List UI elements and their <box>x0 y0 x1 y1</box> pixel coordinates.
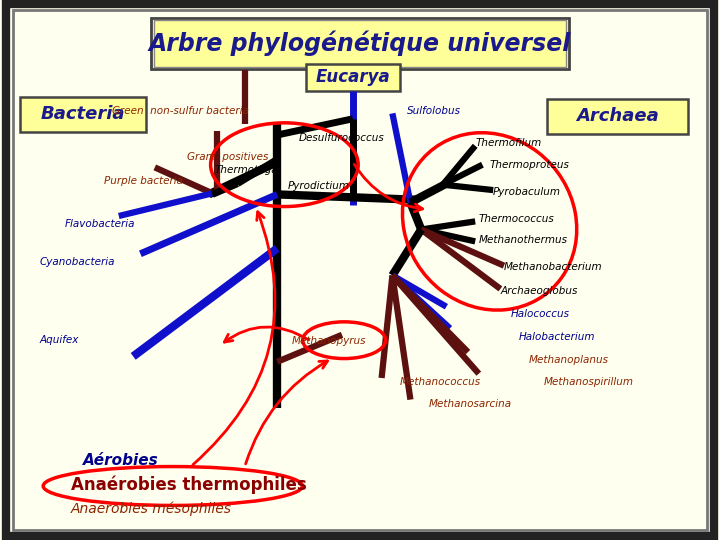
FancyBboxPatch shape <box>151 18 569 69</box>
Text: Cyanobacteria: Cyanobacteria <box>40 257 115 267</box>
Text: Arbre phylogénétique universel: Arbre phylogénétique universel <box>149 30 571 56</box>
FancyBboxPatch shape <box>306 64 400 91</box>
FancyBboxPatch shape <box>20 97 146 132</box>
Text: Purple bacteria: Purple bacteria <box>104 176 184 186</box>
Text: Thermoproteus: Thermoproteus <box>490 160 570 170</box>
Text: Anaérobies mésophiles: Anaérobies mésophiles <box>71 502 232 516</box>
Text: Green  non-sulfur bacteria: Green non-sulfur bacteria <box>112 106 248 116</box>
Text: Anaérobies thermophiles: Anaérobies thermophiles <box>71 476 306 494</box>
Text: Archaea: Archaea <box>577 107 659 125</box>
Text: Methanococcus: Methanococcus <box>400 377 481 387</box>
Text: Methanobacterium: Methanobacterium <box>504 262 603 272</box>
Text: Pyrobaculum: Pyrobaculum <box>493 187 561 197</box>
Text: Thermotoga: Thermotoga <box>215 165 278 175</box>
Text: Desulfurococcus: Desulfurococcus <box>299 133 384 143</box>
Text: Methanoplanus: Methanoplanus <box>529 355 609 365</box>
Text: Thermofilum: Thermofilum <box>475 138 541 148</box>
Text: Eucarya: Eucarya <box>315 68 390 86</box>
FancyBboxPatch shape <box>547 99 688 134</box>
Text: Methanopyrus: Methanopyrus <box>292 336 366 346</box>
Text: Methanospirillum: Methanospirillum <box>544 377 634 387</box>
Text: Bacteria: Bacteria <box>40 105 125 124</box>
Text: Pyrodictium: Pyrodictium <box>288 181 350 191</box>
Text: Methanothermus: Methanothermus <box>479 235 568 245</box>
Text: Gram  positives: Gram positives <box>187 152 269 161</box>
Text: Halobacterium: Halobacterium <box>518 333 595 342</box>
Text: Sulfolobus: Sulfolobus <box>407 106 461 116</box>
Text: Aquifex: Aquifex <box>40 335 79 345</box>
Text: Thermococcus: Thermococcus <box>479 214 554 224</box>
Text: Halococcus: Halococcus <box>511 309 570 319</box>
Text: Aérobies: Aérobies <box>83 453 158 468</box>
Text: Archaeoglobus: Archaeoglobus <box>500 286 577 295</box>
FancyBboxPatch shape <box>154 20 566 67</box>
Text: Methanosarcina: Methanosarcina <box>428 399 511 409</box>
Text: Flavobacteria: Flavobacteria <box>65 219 135 229</box>
